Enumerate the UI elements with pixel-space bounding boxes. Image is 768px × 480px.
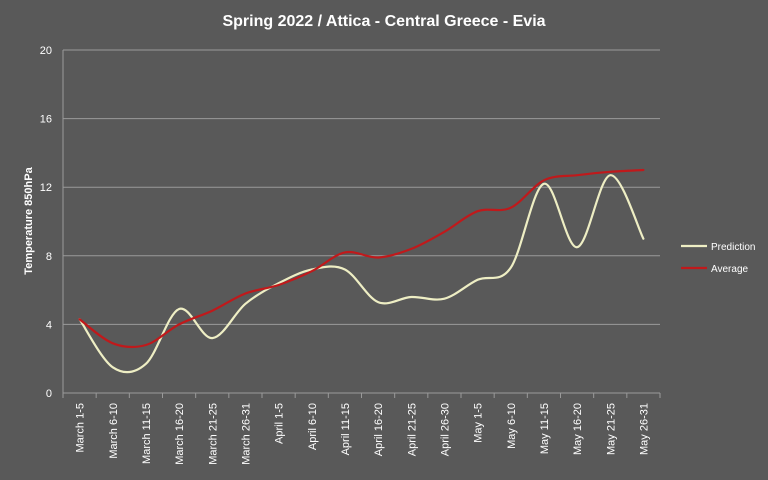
y-tick-label: 0 [46,388,52,400]
y-axis-label: Temperature 850hPa [23,166,35,274]
y-tick-label: 8 [46,251,52,263]
x-tick-label: April 11-15 [340,403,352,455]
y-tick-label: 12 [40,182,52,194]
x-tick-label: May 6-10 [506,403,518,449]
y-tick-label: 20 [40,45,52,57]
axes [62,50,661,398]
x-tick-label: April 1-5 [274,403,286,444]
x-tick-label: May 26-31 [638,403,650,455]
x-tick-label: March 16-20 [174,403,186,465]
x-tick-label: March 21-25 [207,403,219,465]
x-tick-labels: March 1-5 March 6-10 March 11-15 March 16-2… [75,403,651,465]
chart-title: Spring 2022 / Attica - Central Greece - … [222,13,545,30]
prediction-line [78,174,645,374]
y-tick-label: 4 [46,319,52,331]
x-tick-label: May 21-25 [605,403,617,455]
gridlines [63,49,660,325]
x-tick-label: April 6-10 [307,403,319,450]
x-tick-label: May 1-5 [473,403,485,443]
x-tick-label: April 21-25 [406,403,418,456]
x-tick-label: May 16-20 [572,403,584,455]
x-tick-label: April 26-30 [439,403,451,456]
average-line [78,168,645,349]
legend-label-average: Average [711,264,749,275]
x-tick-label: March 1-5 [75,403,87,453]
y-tick-label: 16 [40,114,52,126]
x-tick-label: March 11-15 [141,403,153,464]
x-tick-label: May 11-15 [539,403,551,454]
legend-label-prediction: Prediction [711,242,755,253]
series-lines [78,168,645,374]
legend: Prediction Average [681,242,755,275]
x-tick-label: March 6-10 [108,403,120,459]
y-tick-labels: 0 4 8 12 16 20 [40,45,52,400]
x-tick-label: March 26-31 [240,403,252,465]
x-tick-label: April 16-20 [373,403,385,456]
